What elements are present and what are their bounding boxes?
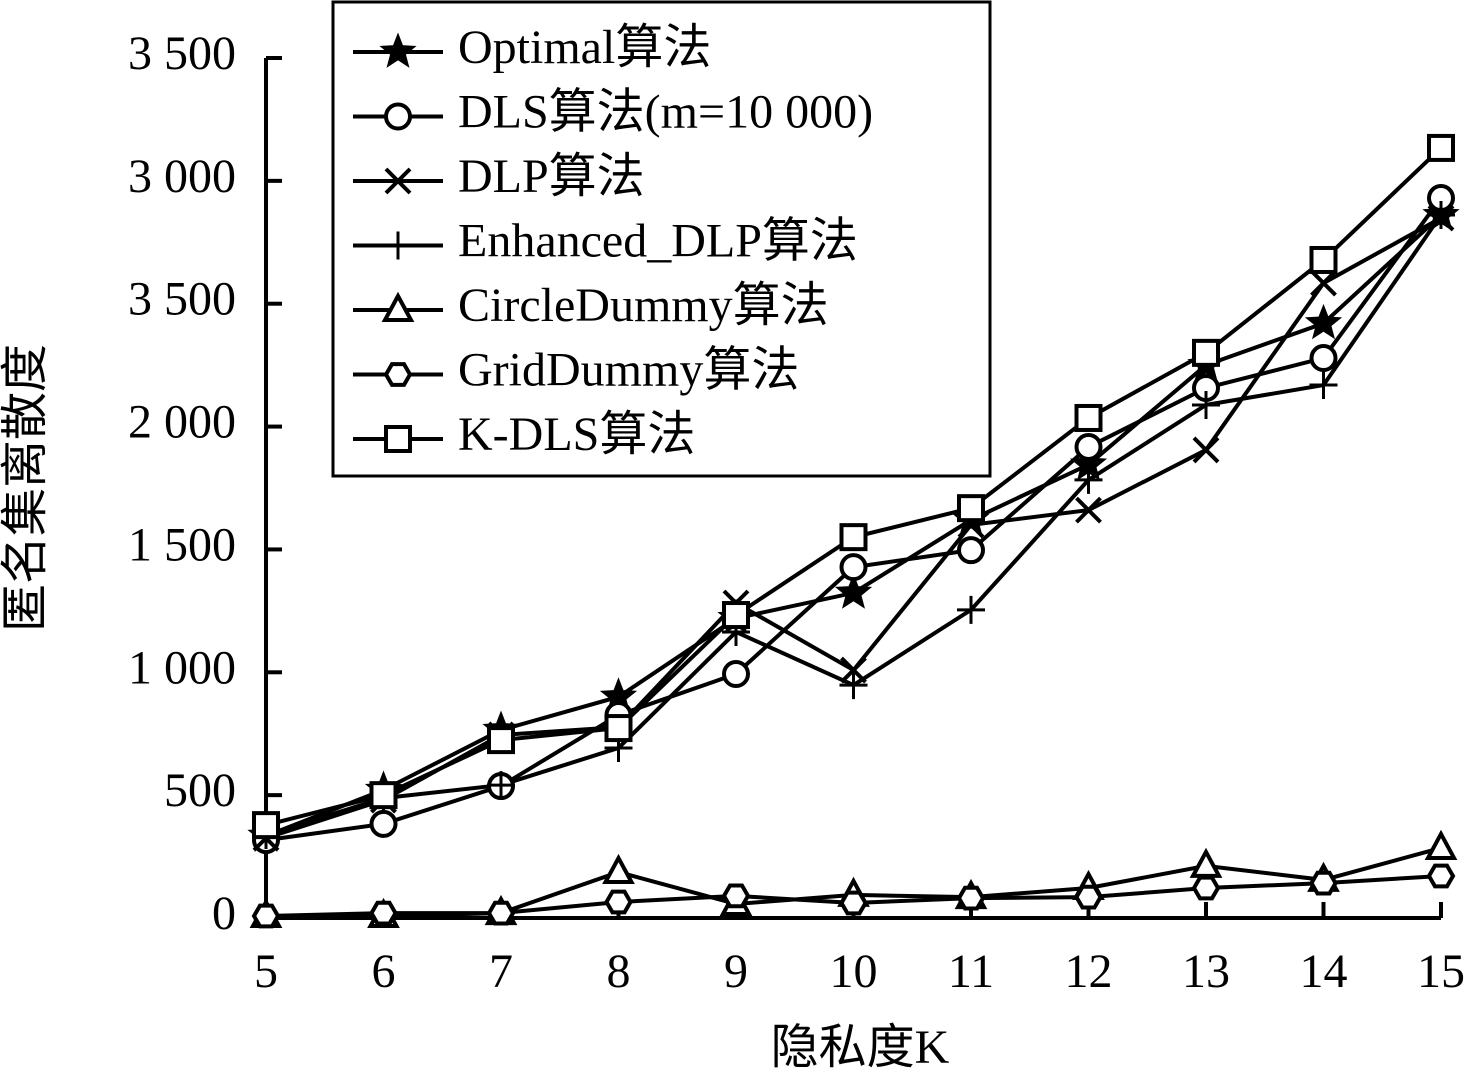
marker [1309, 371, 1338, 400]
x-tick-label: 6 [372, 945, 396, 998]
marker [487, 771, 515, 800]
marker [384, 231, 412, 260]
marker [381, 291, 415, 322]
y-tick-label: 1 000 [128, 641, 236, 694]
marker [1310, 269, 1337, 297]
marker [1191, 875, 1221, 901]
marker [957, 595, 985, 624]
marker [1424, 829, 1458, 860]
marker [369, 781, 398, 810]
x-tick-label: 13 [1182, 945, 1230, 998]
marker [957, 536, 985, 565]
legend-label: DLP算法 [458, 150, 645, 203]
x-axis-label: 隐私度K [771, 1021, 950, 1074]
legend-label: GridDummy算法 [458, 344, 799, 397]
marker [1192, 436, 1220, 464]
x-tick-label: 8 [607, 945, 631, 998]
marker [839, 523, 868, 552]
marker [251, 903, 281, 929]
y-tick-label: 3 500 [128, 27, 236, 80]
marker [722, 601, 750, 630]
marker [369, 900, 398, 926]
marker [1309, 870, 1338, 896]
marker [1074, 403, 1103, 432]
marker [1074, 465, 1103, 494]
marker [486, 900, 516, 926]
y-tick-label: 3 500 [128, 273, 236, 326]
marker [1426, 863, 1456, 889]
x-tick-label: 15 [1417, 945, 1465, 998]
marker [384, 102, 412, 131]
marker [834, 573, 873, 609]
marker [721, 883, 751, 909]
x-tick-label: 12 [1065, 945, 1113, 998]
marker [1309, 245, 1338, 274]
legend-label: Optimal算法 [458, 21, 711, 74]
y-tick-label: 0 [212, 887, 236, 940]
marker [1427, 133, 1455, 162]
marker [1192, 338, 1220, 367]
legend-label: DLS算法(m=10 000) [458, 86, 873, 139]
marker [957, 494, 985, 523]
legend-box [331, 0, 992, 478]
y-tick-label: 500 [164, 764, 236, 817]
x-tick-label: 5 [254, 945, 278, 998]
marker [839, 553, 868, 582]
marker [1075, 496, 1102, 524]
x-tick-label: 10 [830, 945, 878, 998]
marker [252, 811, 280, 840]
x-tick-label: 14 [1300, 945, 1348, 998]
marker [956, 885, 986, 911]
marker [1189, 847, 1223, 878]
marker [1309, 344, 1338, 373]
y-tick-label: 1 500 [128, 518, 236, 571]
marker [379, 32, 417, 68]
y-axis-label: 匿名集离散度 [0, 344, 52, 632]
marker [1304, 303, 1343, 340]
x-tick-label: 11 [948, 945, 994, 998]
marker [602, 853, 635, 885]
legend-label: K-DLS算法 [458, 408, 695, 461]
y-tick-label: 3 000 [128, 150, 236, 203]
marker [487, 726, 515, 755]
marker [1074, 432, 1103, 461]
marker [604, 714, 633, 743]
legend-label: CircleDummy算法 [458, 279, 829, 332]
legend-label: Enhanced_DLP算法 [458, 215, 858, 268]
marker [839, 671, 868, 700]
marker [384, 425, 412, 453]
marker [604, 889, 633, 915]
marker [1192, 390, 1220, 419]
marker [1074, 884, 1103, 910]
marker [383, 362, 413, 387]
marker [1427, 201, 1455, 230]
x-tick-label: 9 [724, 945, 748, 998]
marker [384, 167, 412, 195]
marker [839, 890, 868, 916]
marker [722, 660, 750, 689]
marker [840, 656, 867, 684]
x-tick-label: 7 [489, 945, 513, 998]
marker [369, 809, 398, 838]
y-tick-label: 2 000 [128, 396, 236, 449]
